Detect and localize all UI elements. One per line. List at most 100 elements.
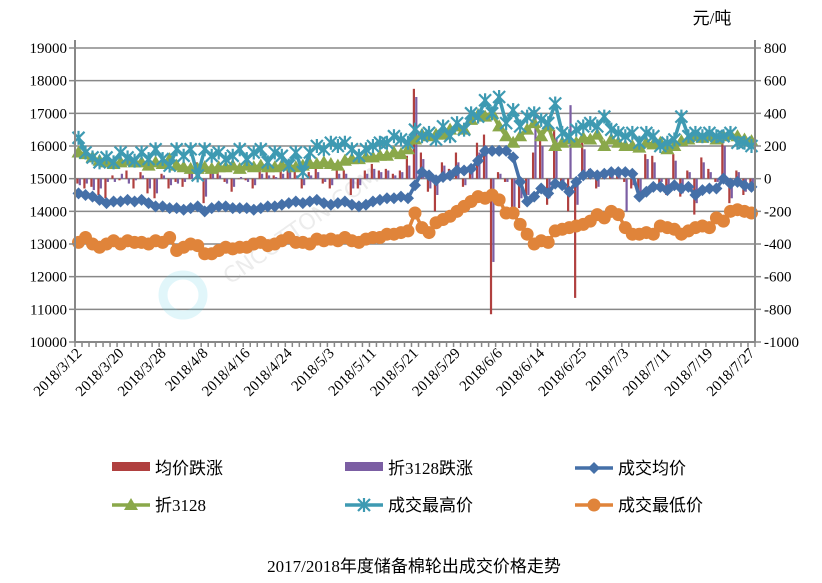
bar-avg-change [76,178,79,184]
triangle-marker [534,129,549,142]
bar-avg-change [153,178,156,199]
star-marker [597,109,612,124]
bar-avg-change [574,178,577,298]
bar-avg-change [700,157,703,179]
bar-z3128-change [443,165,446,179]
diamond-marker [472,154,485,167]
star-marker [162,158,177,173]
bar-z3128-change [597,178,600,187]
bar-avg-change [118,178,121,181]
bar-z3128-change [548,178,551,199]
bar-avg-change [321,178,324,184]
star-marker [583,116,598,131]
star-marker [394,132,408,147]
bar-z3128-change [204,178,208,197]
star-marker [555,125,569,140]
bar-z3128-change [639,178,642,194]
star-marker [92,155,107,170]
bar-avg-change [489,178,493,315]
star-marker [499,116,513,131]
triangle-marker [604,132,619,145]
diamond-marker [380,192,393,205]
bar-z3128-change [274,177,278,179]
star-marker [113,145,128,160]
star-marker [653,139,668,153]
diamond-marker [409,179,421,192]
star-marker [366,139,380,153]
diamond-marker [556,179,569,192]
bar-z3128-change [408,165,411,179]
bar-z3128-change [653,162,656,179]
bar-avg-change [538,137,542,179]
triangle-marker [393,147,408,160]
bar-z3128-change [576,178,579,205]
star-marker [148,142,163,157]
diamond-marker [163,202,176,215]
bar-z3128-change [527,178,530,195]
bar-z3128-change [464,178,467,186]
bar-avg-change [721,131,724,179]
star-marker [183,142,198,157]
bar-z3128-change [127,178,130,184]
bar-avg-change [510,178,514,217]
star-marker [429,132,443,147]
legend-label: 成交均价 [618,459,686,478]
diamond-marker [500,144,513,157]
legend-item: 折3128跌涨 [345,459,473,478]
bar-z3128-change [218,175,222,179]
legend-item: 均价跌涨 [112,459,223,478]
star-marker [106,155,121,170]
bar-z3128-change [723,146,726,179]
legend-circle-icon [587,498,601,512]
circle-marker [541,235,555,249]
star-marker [471,109,485,124]
triangle-marker [597,139,612,151]
star-marker [246,145,261,160]
bar-z3128-change [555,137,558,179]
line-series [71,90,759,261]
star-marker [569,122,584,137]
bar-avg-change [391,173,394,179]
legend-star-icon [357,498,371,512]
bar-z3128-change [225,178,229,184]
diamond-marker [703,182,716,195]
diamond-marker [626,167,639,180]
bar-avg-change [328,178,331,189]
diamond-marker [465,162,478,175]
bar-z3128-change [303,178,306,186]
bar-z3128-change [737,172,740,179]
circle-marker [401,224,415,238]
bar-z3128-change [345,173,348,179]
bar-z3128-change [401,172,404,179]
bar-z3128-change [92,178,95,191]
star-marker [625,125,640,140]
bar-avg-change [167,178,170,189]
star-marker [541,116,555,131]
bar-z3128-change [674,160,677,179]
diamond-marker [493,144,506,157]
bar-avg-change [531,152,535,179]
legend-swatch [112,462,150,471]
bar-avg-change [272,175,275,179]
bar-avg-change [97,178,100,195]
bar-z3128-change [120,173,123,179]
right-tick-label: 200 [764,139,787,155]
triangle-marker [408,132,422,145]
series-star [71,90,759,183]
bar-avg-change [440,162,444,179]
bar-z3128-change [162,175,166,179]
bar-z3128-change [492,178,495,262]
triangle-marker [330,158,345,171]
bar-z3128-change [646,159,649,179]
bar-z3128-change [730,178,733,199]
bar-z3128-change [155,178,159,194]
star-marker [723,125,738,140]
legend-item: 成交均价 [575,459,686,478]
star-marker [632,135,647,150]
triangle-marker [232,161,247,174]
star-marker [296,165,310,180]
legend-triangle-icon [124,498,138,510]
bar-avg-change [286,168,289,179]
bar-z3128-change [471,172,474,179]
